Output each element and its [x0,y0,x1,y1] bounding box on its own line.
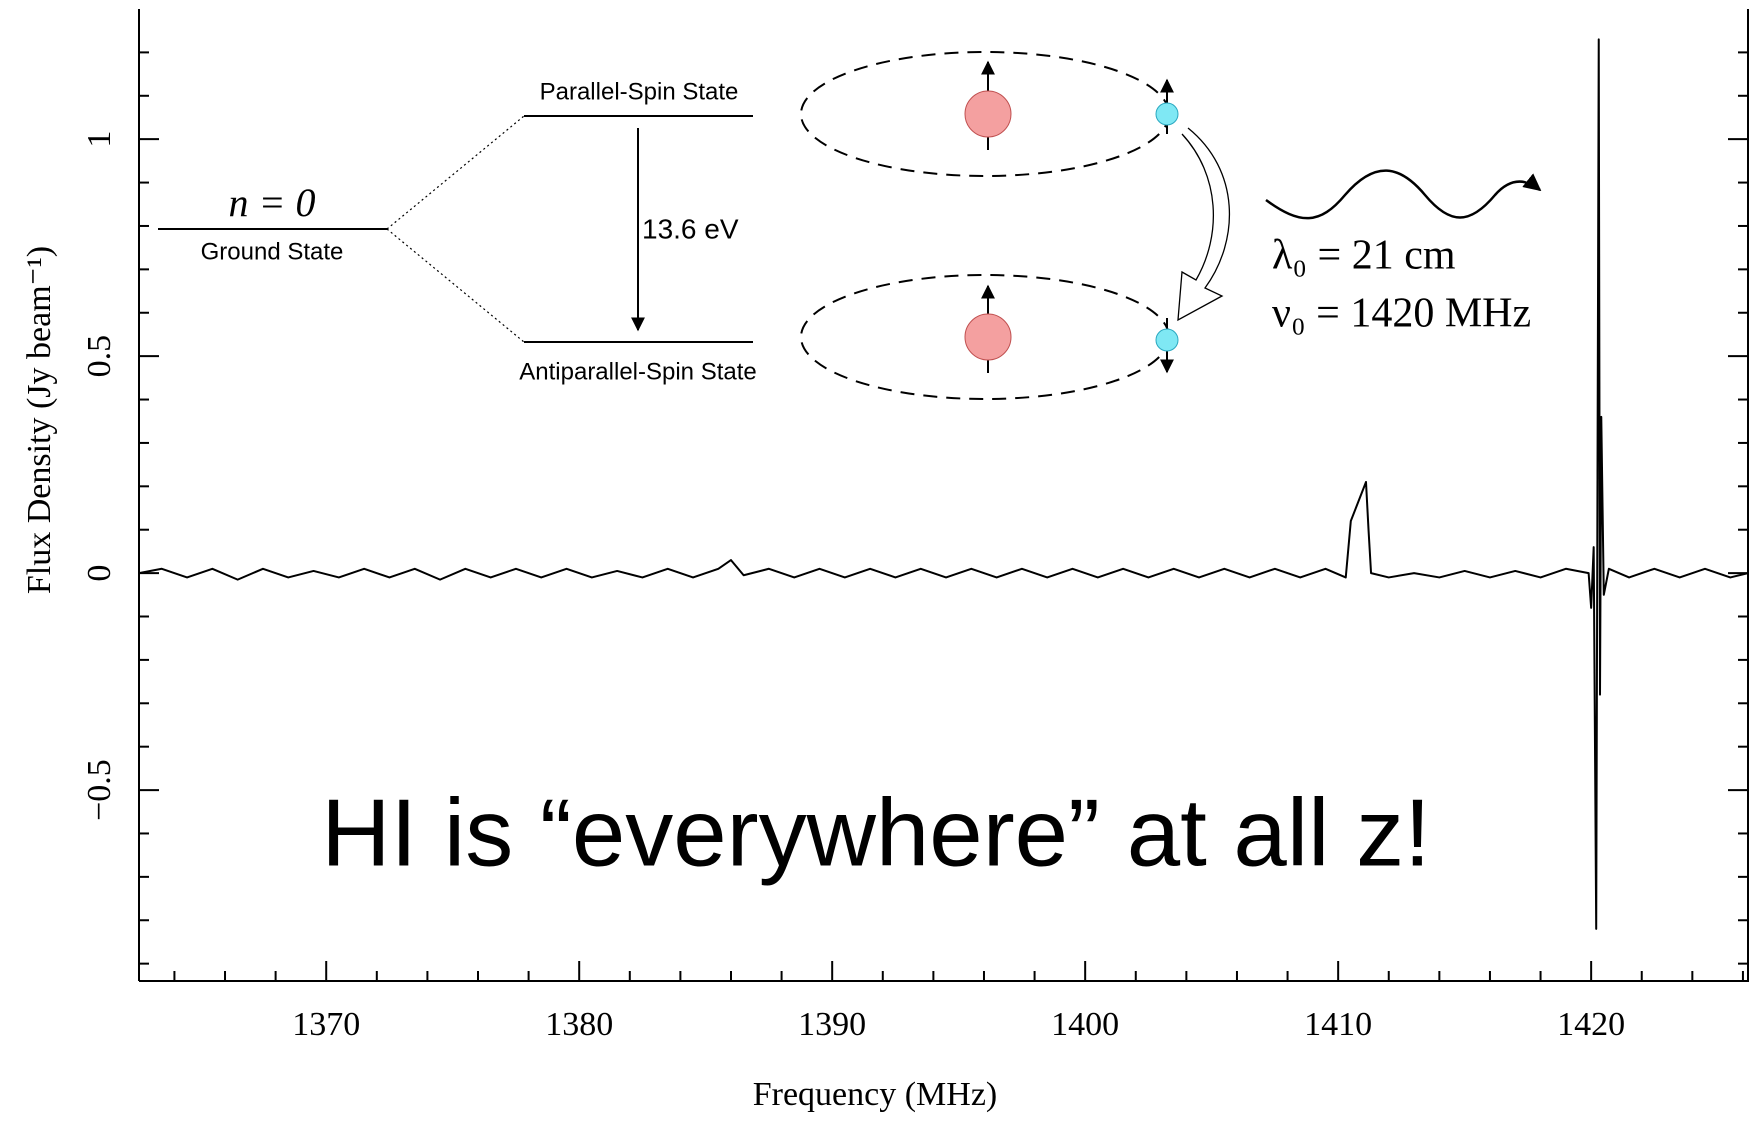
axes [138,9,1749,982]
ground-state-label: Ground State [201,238,344,265]
spectrum-line [138,38,1749,930]
x-tick-label: 1400 [1051,1006,1119,1043]
atom-diagram: λ₀ = 21 cm ν₀ = 1420 MHz [800,51,1542,400]
photon-wave [1265,169,1542,220]
x-tick-label: 1390 [798,1006,866,1043]
frequency-label: ν₀ = 1420 MHz [1272,291,1531,337]
y-tick-label: 0 [81,565,118,582]
x-axis-label: Frequency (MHz) [753,1076,998,1113]
ground-level-label: n = 0 [229,180,316,225]
wavelength-label: λ₀ = 21 cm [1272,233,1456,279]
x-tick-label: 1370 [292,1006,360,1043]
x-tick-label: 1410 [1304,1006,1372,1043]
energy-label: 13.6 eV [642,213,739,244]
electron [1155,102,1179,126]
electron [1155,328,1179,352]
antiparallel-state-label: Antiparallel-Spin State [519,358,756,385]
flip-arrow [1177,127,1231,322]
y-tick-label: −0.5 [81,759,118,821]
x-tick-label: 1380 [545,1006,613,1043]
y-tick-label: 1 [81,131,118,148]
energy-diagram: n = 0 Ground State Parallel-Spin State A… [158,78,757,385]
x-tick-label: 1420 [1557,1006,1625,1043]
proton [964,313,1012,361]
parallel-state-label: Parallel-Spin State [540,78,739,105]
y-tick-label: 0.5 [81,335,118,378]
proton [964,90,1012,138]
headline: HI is “everywhere” at all z! [321,779,1431,886]
y-axis-label: Flux Density (Jy beam⁻¹) [21,246,58,594]
